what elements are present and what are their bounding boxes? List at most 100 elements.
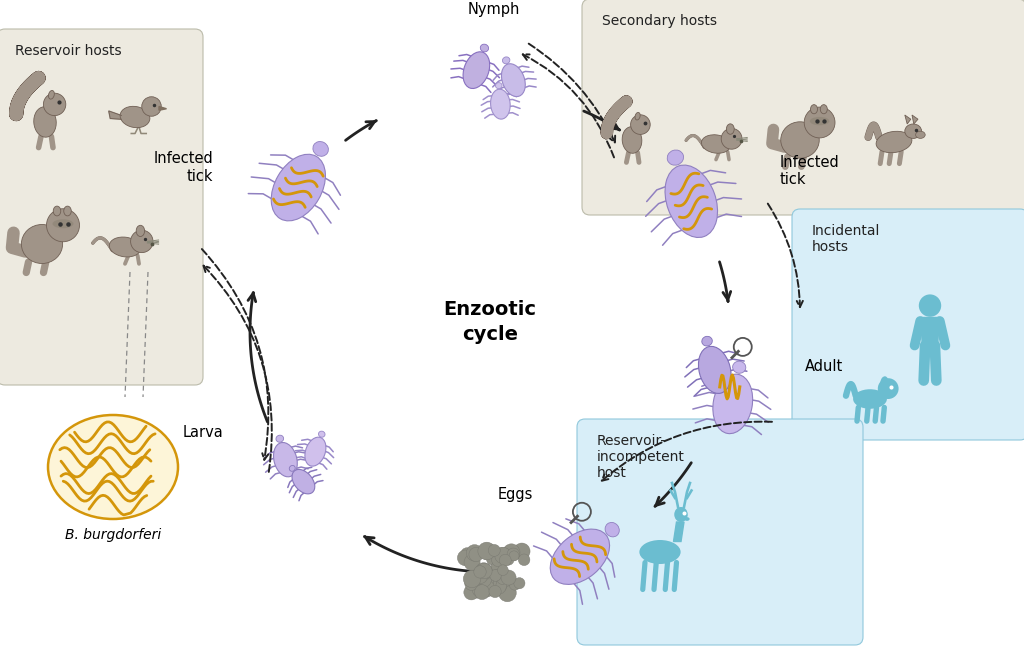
Ellipse shape xyxy=(881,376,888,388)
Ellipse shape xyxy=(905,124,922,138)
Ellipse shape xyxy=(726,124,734,134)
Circle shape xyxy=(492,570,502,580)
Ellipse shape xyxy=(136,225,144,236)
Ellipse shape xyxy=(701,135,730,153)
Circle shape xyxy=(472,584,484,596)
Circle shape xyxy=(469,547,483,561)
Ellipse shape xyxy=(605,522,620,537)
Circle shape xyxy=(490,563,501,573)
Circle shape xyxy=(514,543,530,559)
Text: Nymph: Nymph xyxy=(467,2,519,17)
Circle shape xyxy=(499,584,516,602)
Text: Reservoir hosts: Reservoir hosts xyxy=(15,44,122,58)
Ellipse shape xyxy=(305,437,326,466)
Ellipse shape xyxy=(22,224,62,263)
Polygon shape xyxy=(905,115,910,124)
Circle shape xyxy=(467,575,479,587)
Circle shape xyxy=(475,571,492,587)
Circle shape xyxy=(501,570,516,585)
Polygon shape xyxy=(921,317,940,346)
Ellipse shape xyxy=(502,64,525,97)
Circle shape xyxy=(492,553,506,567)
Circle shape xyxy=(131,230,153,253)
Circle shape xyxy=(479,544,496,560)
Ellipse shape xyxy=(701,336,713,346)
Ellipse shape xyxy=(877,131,912,153)
Circle shape xyxy=(466,545,482,561)
Circle shape xyxy=(465,577,478,591)
Circle shape xyxy=(458,550,473,566)
Circle shape xyxy=(479,574,494,589)
Circle shape xyxy=(631,115,650,134)
Circle shape xyxy=(488,544,501,556)
Ellipse shape xyxy=(48,91,54,99)
FancyBboxPatch shape xyxy=(582,0,1024,215)
Circle shape xyxy=(497,574,508,585)
Circle shape xyxy=(507,548,519,561)
Text: Incidental
hosts: Incidental hosts xyxy=(812,224,881,254)
Circle shape xyxy=(470,585,483,598)
Circle shape xyxy=(464,554,480,571)
Circle shape xyxy=(498,565,508,575)
Circle shape xyxy=(474,585,489,600)
Ellipse shape xyxy=(853,389,887,408)
Circle shape xyxy=(509,579,520,590)
Ellipse shape xyxy=(915,131,926,138)
Circle shape xyxy=(464,585,479,600)
Circle shape xyxy=(496,548,506,559)
Text: Infected
tick: Infected tick xyxy=(154,152,213,184)
Circle shape xyxy=(483,573,499,589)
FancyBboxPatch shape xyxy=(792,209,1024,440)
Ellipse shape xyxy=(623,126,642,154)
Ellipse shape xyxy=(810,117,829,125)
Polygon shape xyxy=(109,111,122,119)
Circle shape xyxy=(478,542,496,560)
Text: Reservoir-
incompetent
host: Reservoir- incompetent host xyxy=(597,434,685,481)
Circle shape xyxy=(486,553,498,565)
Circle shape xyxy=(518,554,529,565)
Ellipse shape xyxy=(273,442,297,477)
Circle shape xyxy=(43,93,66,116)
Circle shape xyxy=(475,563,493,580)
Ellipse shape xyxy=(110,237,140,257)
Circle shape xyxy=(488,577,507,594)
Circle shape xyxy=(878,378,899,399)
Text: Secondary hosts: Secondary hosts xyxy=(602,14,717,28)
Ellipse shape xyxy=(292,469,314,494)
Ellipse shape xyxy=(271,154,326,221)
Ellipse shape xyxy=(732,361,745,373)
FancyBboxPatch shape xyxy=(577,419,863,645)
Text: B. burgdorferi: B. burgdorferi xyxy=(65,528,161,542)
Ellipse shape xyxy=(550,529,609,585)
Ellipse shape xyxy=(63,206,72,216)
Circle shape xyxy=(509,551,519,561)
Circle shape xyxy=(46,209,80,242)
Ellipse shape xyxy=(820,105,827,114)
Ellipse shape xyxy=(665,165,718,238)
Text: Adult: Adult xyxy=(805,359,843,375)
Circle shape xyxy=(463,570,481,588)
Ellipse shape xyxy=(313,142,329,156)
Ellipse shape xyxy=(48,415,178,519)
Circle shape xyxy=(461,547,473,560)
Circle shape xyxy=(496,581,507,592)
Circle shape xyxy=(489,569,502,581)
Ellipse shape xyxy=(780,122,819,158)
Circle shape xyxy=(721,128,742,149)
Ellipse shape xyxy=(503,57,510,64)
Circle shape xyxy=(475,582,490,597)
Ellipse shape xyxy=(463,52,489,89)
Ellipse shape xyxy=(53,206,60,216)
Circle shape xyxy=(461,548,476,563)
Circle shape xyxy=(474,565,486,578)
Circle shape xyxy=(498,573,512,587)
Ellipse shape xyxy=(684,517,689,521)
Circle shape xyxy=(476,563,493,579)
Text: Eggs: Eggs xyxy=(498,487,532,502)
Ellipse shape xyxy=(635,113,640,120)
Circle shape xyxy=(468,553,478,564)
FancyBboxPatch shape xyxy=(0,29,203,385)
Circle shape xyxy=(495,547,511,563)
Text: Enzootic
cycle: Enzootic cycle xyxy=(443,300,537,344)
Ellipse shape xyxy=(480,44,488,52)
